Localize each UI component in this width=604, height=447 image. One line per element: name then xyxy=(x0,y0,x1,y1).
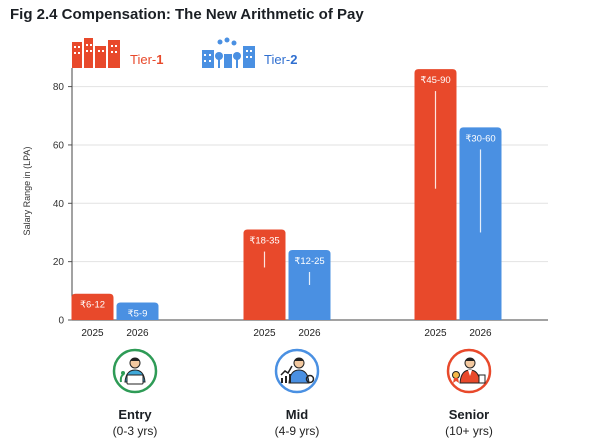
legend-tier2: Tier-2 xyxy=(200,36,297,68)
y-tick-label: 60 xyxy=(53,140,65,151)
y-tick-label: 20 xyxy=(53,257,65,268)
level-entry-years: (0-3 yrs) xyxy=(112,424,158,438)
x-tick-label: 2026 xyxy=(298,328,321,339)
bar-entry-2025 xyxy=(71,293,114,320)
level-entry-name: Entry xyxy=(118,407,152,422)
level-senior-years: (10+ yrs) xyxy=(445,424,493,438)
x-tick-label: 2026 xyxy=(126,328,149,339)
bar-value-label: ₹30-60 xyxy=(465,133,495,144)
level-mid: Mid (4-9 yrs) xyxy=(227,407,367,438)
y-tick-label: 40 xyxy=(53,199,65,210)
level-mid-name: Mid xyxy=(285,407,309,422)
bar-senior-2025 xyxy=(414,69,457,320)
bar-mid-2025 xyxy=(243,229,286,320)
level-senior-name: Senior xyxy=(448,407,490,422)
x-tick-label: 2026 xyxy=(469,328,492,339)
bar-value-label: ₹6-12 xyxy=(80,300,105,311)
bar-entry-2026 xyxy=(116,302,159,320)
x-tick-label: 2025 xyxy=(253,328,276,339)
level-entry: Entry (0-3 yrs) xyxy=(65,407,205,438)
bar-value-label: ₹5-9 xyxy=(128,308,148,319)
bar-value-label: ₹45-90 xyxy=(420,75,450,86)
bar-value-label: ₹18-35 xyxy=(249,236,279,247)
chart-title: Fig 2.4 Compensation: The New Arithmetic… xyxy=(10,6,364,23)
town-trees-icon xyxy=(202,37,255,68)
mid-level-badge xyxy=(274,348,320,394)
city-skyline-icon xyxy=(72,38,120,68)
bar-value-label: ₹12-25 xyxy=(294,256,324,267)
level-senior: Senior (10+ yrs) xyxy=(399,407,539,438)
mid-level-person-chart-icon xyxy=(274,348,320,394)
legend-tier1: Tier-1 xyxy=(70,36,163,68)
legend-tier1-label: Tier-1 xyxy=(130,51,164,67)
legend-tier2-label: Tier-2 xyxy=(264,51,298,67)
x-tick-label: 2025 xyxy=(81,328,104,339)
level-mid-years: (4-9 yrs) xyxy=(274,424,320,438)
y-tick-label: 80 xyxy=(53,82,65,93)
bar-chart: 0 20 40 60 80 ₹6-12 2025 ₹5-9 2026 ₹18-35 2025 ₹12-… xyxy=(53,68,548,339)
entry-level-person-laptop-icon xyxy=(112,348,158,394)
senior-level-person-award-icon xyxy=(446,348,492,394)
x-tick-label: 2025 xyxy=(424,328,447,339)
y-tick-label: 0 xyxy=(58,316,64,327)
senior-level-badge xyxy=(446,348,492,394)
entry-level-badge xyxy=(112,348,158,394)
